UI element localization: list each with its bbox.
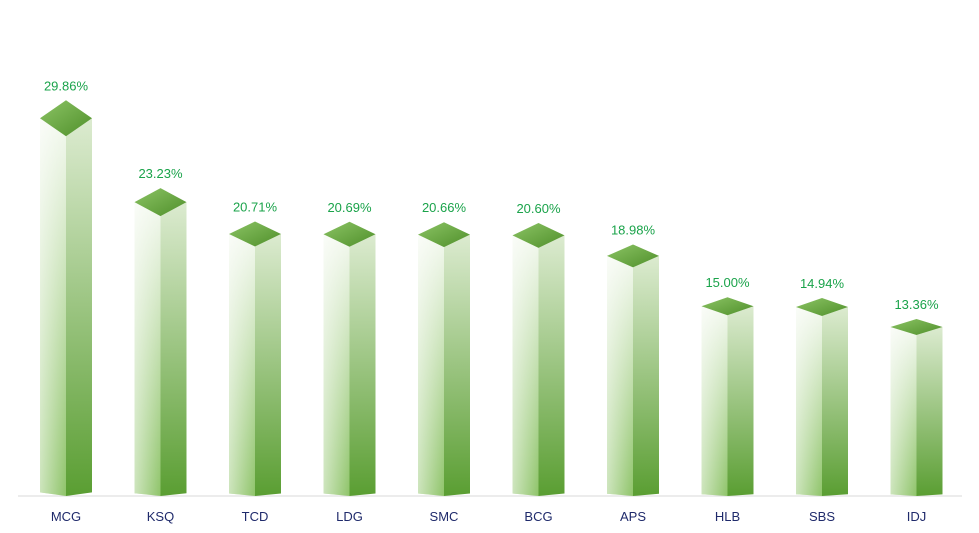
bar-ldg [323, 221, 376, 497]
bar-side-face [633, 255, 659, 496]
bar-bcg [512, 222, 565, 496]
bar-top-face [701, 297, 754, 316]
bar-top-face [229, 221, 281, 247]
category-label: KSQ [147, 509, 174, 524]
bar-top-face [134, 188, 187, 217]
category-label: SBS [809, 509, 835, 524]
bar-side-face [822, 307, 848, 496]
bar-front-sheen [512, 235, 539, 496]
bar-top-face [40, 100, 92, 137]
bar-hlb [701, 297, 754, 496]
bar-side-face [160, 202, 187, 496]
bar-top-face [512, 222, 565, 248]
bar-front-sheen [229, 234, 255, 496]
bar-side-face [727, 306, 754, 496]
bar-front-sheen [796, 307, 822, 496]
bar-top-face [418, 222, 470, 248]
bar-front-sheen [890, 326, 917, 496]
category-label: MCG [51, 509, 81, 524]
bar-top-face [796, 298, 848, 317]
bar-side-face [916, 326, 943, 496]
bar-front-sheen [701, 306, 728, 496]
category-label: SMC [430, 509, 459, 524]
bar-front-sheen [607, 255, 633, 496]
bar-front-sheen [418, 234, 444, 496]
bar-side-face [538, 235, 565, 496]
bar-side-face [444, 234, 470, 496]
category-label: APS [620, 509, 646, 524]
value-label: 20.71% [233, 200, 278, 215]
category-label: BCG [524, 509, 552, 524]
labels-layer: 29.86% MCG 23.23% KSQ 20.71% TCD 20.69% LDG 20.6… [44, 78, 939, 524]
bar-mcg [40, 100, 92, 497]
value-label: 13.36% [894, 297, 939, 312]
bar-ksq [134, 188, 187, 496]
category-label: TCD [242, 509, 269, 524]
bar-front-sheen [323, 234, 350, 497]
bar-top-face [323, 221, 376, 247]
bar-idj [890, 318, 943, 496]
bar-front-sheen [40, 118, 66, 497]
value-label: 20.60% [516, 201, 561, 216]
value-label: 20.66% [422, 200, 467, 215]
value-label: 15.00% [705, 275, 750, 290]
category-label: LDG [336, 509, 363, 524]
value-label: 18.98% [611, 222, 656, 237]
category-label: IDJ [907, 509, 927, 524]
value-label: 20.69% [327, 200, 372, 215]
value-label: 14.94% [800, 276, 845, 291]
value-label: 29.86% [44, 78, 89, 93]
bar-front-sheen [134, 202, 161, 496]
bar-top-face [607, 244, 659, 268]
bar-top-face [890, 318, 943, 336]
bars-layer [40, 100, 943, 497]
bar-side-face [349, 234, 376, 497]
bar-side-face [255, 234, 281, 496]
bar-side-face [66, 118, 92, 497]
bar-smc [418, 222, 470, 496]
value-label: 23.23% [138, 166, 183, 181]
bar-tcd [229, 221, 281, 496]
bar-sbs [796, 298, 848, 496]
category-label: HLB [715, 509, 740, 524]
bar-aps [607, 244, 659, 496]
